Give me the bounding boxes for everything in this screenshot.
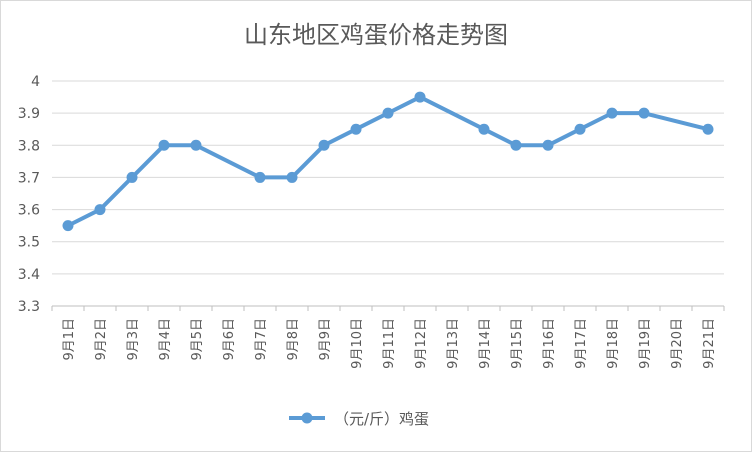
y-tick-label: 3.5 <box>18 235 40 251</box>
data-point[interactable] <box>478 123 490 135</box>
data-point[interactable] <box>606 107 618 119</box>
y-tick-label: 3.8 <box>18 138 40 154</box>
x-tick-label: 9月3日 <box>126 318 141 361</box>
data-point[interactable] <box>542 139 554 151</box>
data-point[interactable] <box>62 220 74 232</box>
data-point[interactable] <box>638 107 650 119</box>
x-tick-label: 9月17日 <box>574 318 589 369</box>
x-tick-label: 9月20日 <box>670 318 685 369</box>
x-tick-label: 9月12日 <box>414 318 429 369</box>
data-point[interactable] <box>318 139 330 151</box>
x-tick-label: 9月13日 <box>446 318 461 369</box>
x-tick-label: 9月9日 <box>318 318 333 361</box>
x-tick-label: 9月5日 <box>190 318 205 361</box>
x-axis: 9月1日 9月2日 9月3日 9月4日 9月5日 9月6日 9月7日 9月8日 9月9日 9月10… <box>51 305 725 369</box>
y-axis-ticks: 3.3 3.4 3.5 3.6 3.7 3.8 3.9 4 <box>18 74 40 315</box>
x-tick-label: 9月8日 <box>286 318 301 361</box>
x-tick-label: 9月14日 <box>478 318 493 369</box>
x-tick-label: 9月19日 <box>638 318 653 369</box>
data-point[interactable] <box>158 139 170 151</box>
data-point[interactable] <box>94 204 106 216</box>
x-tick-label: 9月16日 <box>542 318 557 369</box>
x-tick-label: 9月2日 <box>94 318 109 361</box>
x-tick-label: 9月1日 <box>62 318 77 361</box>
legend-label: （元/斤）鸡蛋 <box>334 410 429 428</box>
data-point[interactable] <box>510 139 522 151</box>
x-tick-label: 9月7日 <box>254 318 269 361</box>
legend-point-marker <box>301 412 313 424</box>
legend[interactable]: （元/斤）鸡蛋 <box>289 410 429 428</box>
y-tick-label: 4 <box>31 74 40 90</box>
data-point[interactable] <box>190 139 202 151</box>
y-tick-label: 3.3 <box>18 299 40 315</box>
series-layer <box>62 91 714 232</box>
chart-title: 山东地区鸡蛋价格走势图 <box>244 21 508 49</box>
data-point[interactable] <box>382 107 394 119</box>
data-point[interactable] <box>126 171 138 183</box>
x-tick-label: 9月4日 <box>158 318 173 361</box>
data-point[interactable] <box>702 123 714 135</box>
y-tick-label: 3.7 <box>18 170 40 186</box>
data-point[interactable] <box>414 91 426 103</box>
y-tick-label: 3.6 <box>18 203 40 219</box>
x-tick-label: 9月21日 <box>702 318 717 369</box>
x-tick-label: 9月18日 <box>606 318 621 369</box>
y-tick-label: 3.4 <box>18 267 40 283</box>
data-point[interactable] <box>574 123 586 135</box>
x-tick-label: 9月11日 <box>382 318 397 369</box>
series-line <box>67 95 709 228</box>
y-tick-label: 3.9 <box>18 106 40 122</box>
x-tick-label: 9月15日 <box>510 318 525 369</box>
data-point[interactable] <box>286 171 298 183</box>
data-point[interactable] <box>350 123 362 135</box>
data-point[interactable] <box>254 171 266 183</box>
x-tick-label: 9月6日 <box>222 318 237 361</box>
x-tick-label: 9月10日 <box>350 318 365 369</box>
